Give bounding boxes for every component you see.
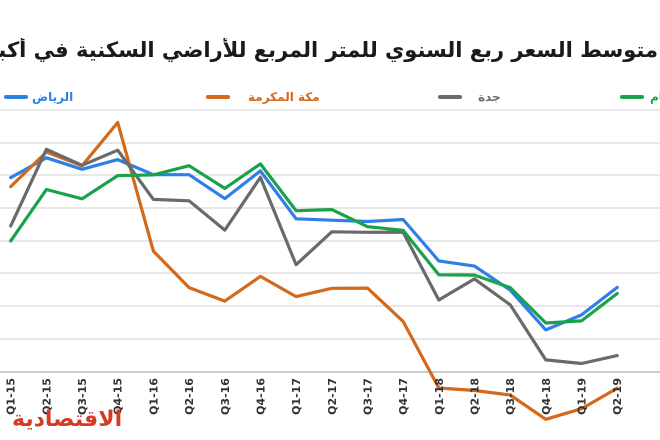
x-tick-label: Q1-19	[576, 378, 589, 415]
gridlines	[0, 109, 660, 373]
x-tick-label: Q2-15	[40, 378, 53, 415]
brand-logo: الاقتصادية	[12, 407, 123, 432]
x-tick-label: Q1-18	[433, 378, 446, 415]
legend-label-4: الدمام	[650, 90, 660, 105]
legend: الرياض مكة المكرمة جدة الدمام	[4, 90, 660, 105]
series-lines	[9, 120, 619, 421]
x-tick-label: Q3-15	[76, 378, 89, 415]
legend-label-3: جدة	[478, 90, 501, 104]
series-line-2	[9, 120, 619, 421]
legend-label-1: الرياض	[32, 90, 73, 104]
series-line-1	[9, 156, 619, 332]
chart-title: متوسط السعر ربع السنوي للمتر المربع للأر…	[0, 38, 658, 62]
series-line-4	[9, 162, 619, 325]
x-tick-label: Q2-18	[469, 378, 482, 415]
x-tick-label: Q1-16	[147, 378, 160, 415]
x-tick-label: Q2-16	[183, 378, 196, 415]
legend-label-2: مكة المكرمة	[248, 90, 320, 104]
x-tick-label: Q2-19	[611, 378, 624, 415]
x-tick-label: Q4-15	[112, 378, 125, 415]
x-tick-label: Q1-15	[5, 378, 18, 415]
series-line-3	[9, 147, 619, 366]
x-axis-ticks: Q1-15 Q2-15 Q3-15 Q4-15 Q1-16 Q2-16 Q3-16 Q4-16…	[5, 378, 625, 415]
x-tick-label: Q3-17	[362, 378, 375, 415]
x-tick-label: Q3-18	[504, 378, 517, 415]
x-tick-label: Q4-18	[540, 378, 553, 415]
x-tick-label: Q3-16	[219, 378, 232, 415]
x-tick-label: Q2-17	[326, 378, 339, 415]
x-tick-label: Q1-17	[290, 378, 303, 415]
x-tick-label: Q4-16	[254, 378, 267, 415]
x-tick-label: Q4-17	[397, 378, 410, 415]
